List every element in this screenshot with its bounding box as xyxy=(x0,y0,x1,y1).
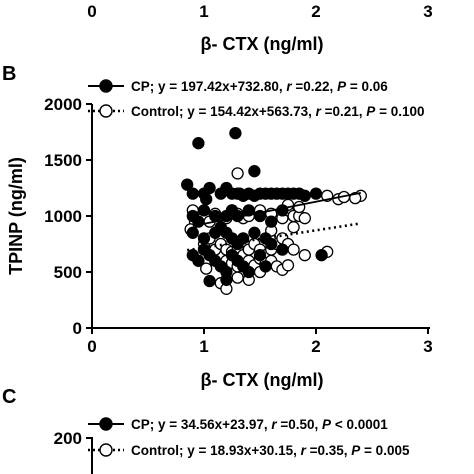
legend-c-cp-text: CP; y = 34.56x+23.97, r =0.50, P < 0.000… xyxy=(131,417,388,432)
panel-a-x-tick-1: 1 xyxy=(199,2,208,21)
point-cp-3 xyxy=(186,187,199,200)
legend-c-cp-marker xyxy=(99,417,113,431)
panel-b-x-axis-label: β- CTX (ng/ml) xyxy=(201,370,324,390)
panel-b-fit-lines xyxy=(187,192,361,252)
panel-c-y-tick-200: 200 xyxy=(54,429,82,448)
panel-c-label: C xyxy=(2,386,16,408)
panel-b-y-tick-1500: 1500 xyxy=(44,151,82,170)
point-cp-26 xyxy=(197,204,211,217)
point-cp-57 xyxy=(242,265,255,279)
point-cp-59 xyxy=(259,260,272,273)
point-control-41 xyxy=(287,243,300,256)
point-control-61 xyxy=(287,221,300,234)
point-cp-48 xyxy=(192,254,205,267)
point-cp-20 xyxy=(298,189,311,202)
point-cp-62 xyxy=(220,273,233,286)
point-cp-33 xyxy=(265,215,278,228)
point-cp-45 xyxy=(265,237,278,251)
point-cp-36 xyxy=(197,232,211,245)
panel-a-x-tick-2: 2 xyxy=(311,2,320,21)
legend-control-text: Control; y = 154.42x+563.73, r =0.21, P … xyxy=(131,104,424,119)
panel-a-x-tick-3: 3 xyxy=(423,2,432,21)
panel-a: 0 1 2 3 β- CTX (ng/ml) xyxy=(87,2,432,54)
point-cp-23 xyxy=(233,187,246,200)
panel-b-x-tick-3: 3 xyxy=(423,337,432,356)
point-control-18 xyxy=(298,212,311,225)
point-cp-1 xyxy=(229,126,242,140)
point-cp-35 xyxy=(186,226,199,239)
point-control-55 xyxy=(200,262,213,275)
point-cp-42 xyxy=(237,232,250,245)
point-cp-27 xyxy=(209,209,222,223)
point-cp-34 xyxy=(276,204,289,217)
panel-b-y-tick-2000: 2000 xyxy=(44,95,82,114)
legend-c-control-marker xyxy=(99,443,113,457)
panel-b-x-tick-1: 1 xyxy=(199,337,208,356)
panel-b-label: B xyxy=(2,63,16,85)
panel-b: B CP; y = 197.42x+732.80, r =0.22, P = 0… xyxy=(2,63,433,390)
legend-control-marker xyxy=(99,104,113,118)
legend-cp-text: CP; y = 197.42x+732.80, r =0.22, P = 0.0… xyxy=(131,79,388,94)
panel-b-legend: CP; y = 197.42x+732.80, r =0.22, P = 0.0… xyxy=(88,79,424,119)
point-cp-46 xyxy=(276,243,289,256)
point-control-0 xyxy=(231,167,244,180)
panel-a-x-tick-0: 0 xyxy=(87,2,96,21)
point-control-24 xyxy=(293,200,306,214)
point-cp-5 xyxy=(203,181,216,195)
point-cp-58 xyxy=(253,249,267,262)
point-cp-43 xyxy=(248,226,261,239)
point-cp-60 xyxy=(315,249,328,262)
point-cp-0 xyxy=(192,137,205,150)
panel-b-y-tick-1000: 1000 xyxy=(44,207,82,226)
fit-line-control xyxy=(187,222,361,252)
panel-b-x-tick-2: 2 xyxy=(311,337,320,356)
fit-line-cp xyxy=(192,192,361,227)
legend-cp-marker xyxy=(99,79,113,93)
point-control-52 xyxy=(281,259,295,272)
point-control-53 xyxy=(298,249,311,262)
legend-c-control-text: Control; y = 18.93x+30.15, r =0.35, P = … xyxy=(131,443,410,458)
panel-b-y-tick-0: 0 xyxy=(73,319,82,338)
panel-c: C CP; y = 34.56x+23.97, r =0.50, P < 0.0… xyxy=(2,386,410,474)
point-control-58 xyxy=(231,271,244,284)
point-cp-63 xyxy=(248,165,261,178)
panel-b-y-axis-label: TPINP (ng/ml) xyxy=(6,157,26,275)
point-cp-31 xyxy=(242,204,255,217)
point-cp-64 xyxy=(200,193,213,206)
panel-b-points xyxy=(181,126,367,295)
panel-b-x-tick-0: 0 xyxy=(87,337,96,356)
point-cp-61 xyxy=(203,274,216,288)
point-cp-2 xyxy=(181,178,194,191)
point-cp-21 xyxy=(309,187,323,200)
panel-a-x-axis-label: β- CTX (ng/ml) xyxy=(201,34,324,54)
panel-b-y-tick-500: 500 xyxy=(54,263,82,282)
